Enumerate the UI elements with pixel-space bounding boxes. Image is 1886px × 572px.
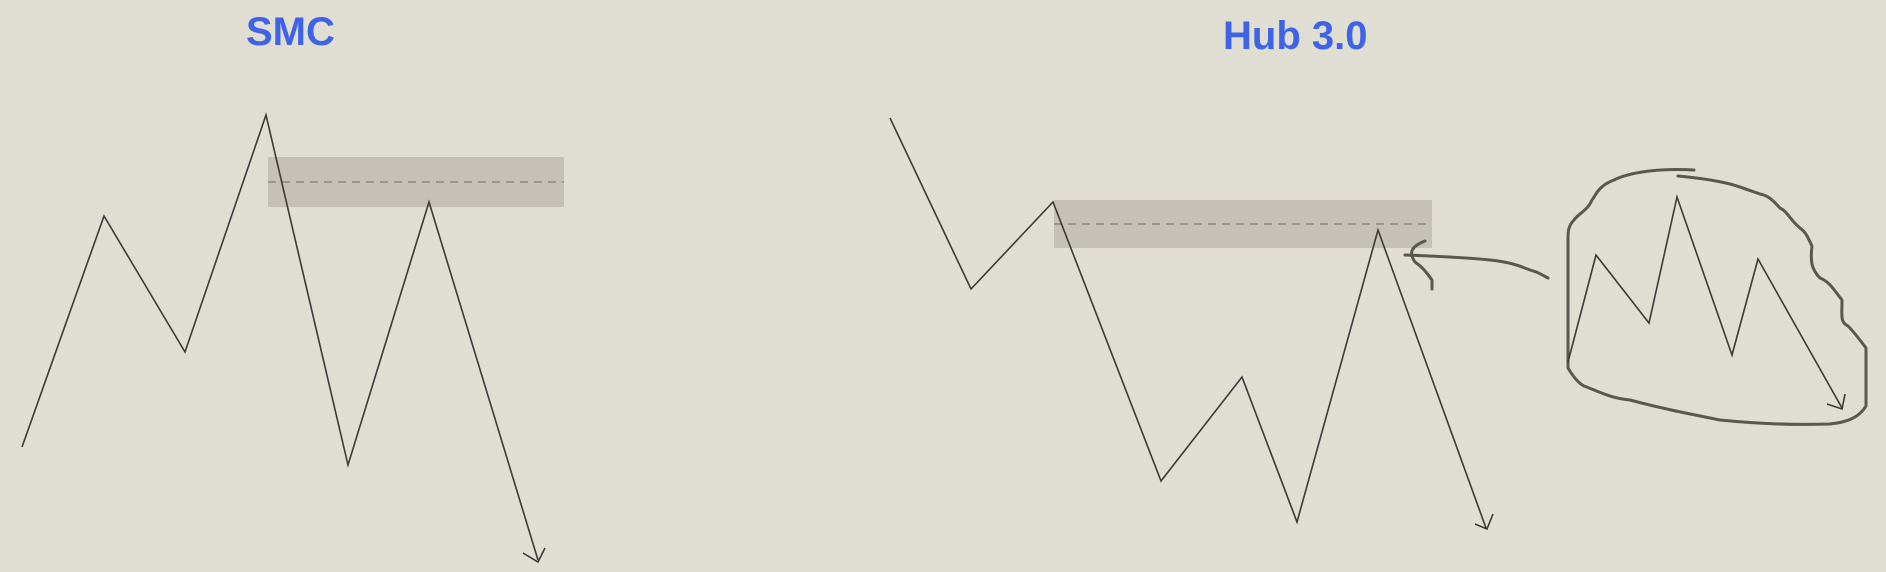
title-smc: SMC [246,10,335,54]
arrowhead-icon [522,547,546,564]
enclosed-price-path [1567,194,1843,409]
smc-price-path [21,112,539,561]
title-hub: Hub 3.0 [1223,14,1368,58]
hand-drawn-enclosure [1566,168,1868,426]
hand-drawn-connector [1403,239,1550,291]
arrowhead-icon [1474,513,1494,531]
hub-price-path [889,117,1487,529]
smc-diagram [21,112,564,564]
hub-diagram [889,117,1868,531]
arrowhead-icon [1826,393,1846,411]
